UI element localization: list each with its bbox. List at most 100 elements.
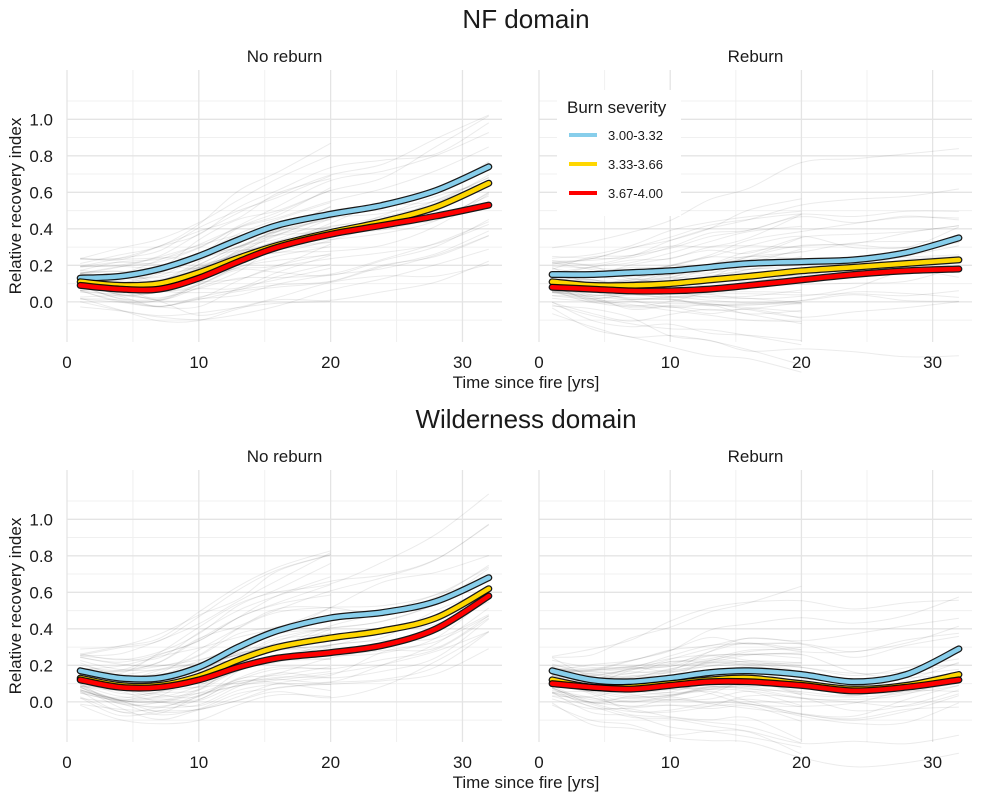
x-tick-label: 10: [661, 753, 680, 772]
background-trajectory: [552, 297, 802, 307]
background-trajectory: [552, 295, 802, 315]
gridlines: [66, 70, 502, 342]
background-trajectory: [80, 230, 489, 307]
background-trajectory: [80, 615, 490, 704]
background-trajectory: [552, 655, 802, 677]
background-trajectory: [552, 653, 802, 673]
background-trajectory: [80, 122, 490, 261]
background-trajectory: [80, 114, 490, 267]
background-trajectory: [80, 254, 331, 303]
y-tick-label: 0.0: [29, 693, 53, 712]
background-trajectory: [80, 631, 489, 701]
y-tick-label: 0.4: [29, 220, 53, 239]
background-trajectory: [80, 671, 331, 709]
y-tick-label: 0.8: [29, 147, 53, 166]
background-trajectory: [552, 659, 802, 679]
background-trajectory: [79, 648, 490, 720]
background-trajectory: [551, 687, 802, 707]
background-trajectory: [80, 667, 331, 704]
x-tick-label: 10: [189, 753, 208, 772]
panel-0: No reburn 0 10 20 30 0.0 0.2 0.4 0.6 0.8 1.0: [29, 447, 502, 772]
chart-1: Wilderness domain Relative recovery index…: [6, 404, 972, 792]
background-trajectory: [551, 283, 959, 299]
background-trajectory: [552, 291, 802, 313]
background-trajectory: [552, 245, 802, 274]
background-trajectory: [551, 225, 802, 277]
background-trajectory: [552, 652, 802, 675]
background-trajectory: [552, 690, 960, 721]
facet-title: No reburn: [247, 47, 323, 66]
legend-title: Burn severity: [567, 98, 667, 117]
chart-title: Wilderness domain: [415, 404, 636, 434]
background-trajectory: [552, 684, 959, 720]
series-line-3.33-3.66: [549, 257, 962, 288]
background-trajectory: [80, 594, 331, 674]
background-trajectory: [551, 313, 802, 366]
background-trajectory: [80, 142, 331, 264]
x-tick-label: 30: [923, 353, 942, 372]
background-trajectory: [80, 219, 331, 282]
background-trajectory: [80, 260, 489, 323]
series-lines: [548, 645, 963, 695]
background-trajectory: [80, 235, 489, 307]
background-trajectory: [80, 146, 490, 275]
background-trajectory: [80, 235, 489, 308]
background-trajectory: [551, 301, 802, 342]
background-trajectory: [80, 218, 331, 285]
background-trajectory: [80, 576, 331, 671]
background-trajectory: [552, 292, 802, 311]
x-axis-title: Time since fire [yrs]: [453, 773, 600, 792]
background-trajectory: [551, 637, 802, 679]
legend-label: 3.00-3.32: [608, 128, 663, 143]
series-line-3.00-3.32: [77, 164, 492, 281]
background-trajectory: [552, 692, 802, 708]
series-lines: [548, 234, 963, 295]
background-trajectory: [551, 302, 802, 325]
x-tick-label: 0: [62, 753, 71, 772]
y-tick-label: 0.6: [29, 183, 53, 202]
x-tick-label: 20: [321, 353, 340, 372]
background-trajectory: [551, 704, 959, 768]
background-trajectory: [80, 607, 490, 716]
series-line-3.67-4.00: [549, 266, 962, 294]
background-trajectory: [80, 683, 331, 707]
background-trajectory: [80, 554, 331, 650]
facet-title: No reburn: [247, 447, 323, 466]
legend: Burn severity 3.00-3.32 3.33-3.66 3.67-4.00: [557, 90, 681, 216]
background-trajectory: [551, 625, 960, 683]
x-tick-label: 0: [62, 353, 71, 372]
background-trajectory: [551, 691, 802, 748]
background-trajectory: [552, 684, 959, 707]
panel-0: No reburn 0 10 20 30 0.0 0.2 0.4 0.6 0.8 1.0: [29, 47, 502, 372]
background-trajectory: [80, 248, 489, 321]
y-tick-label: 0.0: [29, 293, 53, 312]
x-tick-label: 0: [534, 353, 543, 372]
series-line-3.67-4.00: [77, 593, 492, 691]
series-line-3.67-4.00: [549, 677, 962, 694]
background-trajectory: [551, 685, 960, 726]
facet-title: Reburn: [728, 47, 784, 66]
background-trajectory: [80, 666, 331, 702]
x-tick-label: 30: [453, 753, 472, 772]
background-trajectory: [552, 652, 959, 679]
background-trajectory: [552, 617, 959, 672]
background-trajectory: [80, 205, 331, 269]
background-trajectory: [552, 599, 959, 657]
x-tick-label: 30: [453, 353, 472, 372]
background-trajectory: [80, 154, 331, 260]
background-trajectory: [80, 550, 331, 655]
background-trajectory: [551, 214, 802, 270]
y-axis-title: Relative recovery index: [6, 117, 25, 294]
background-trajectory: [551, 661, 802, 680]
panel-1: Reburn 0 10 20 30: [534, 47, 972, 373]
background-trajectory: [80, 617, 490, 708]
y-tick-label: 0.2: [29, 656, 53, 675]
background-trajectory: [552, 658, 959, 679]
background-trajectory: [552, 635, 959, 670]
background-trajectory: [80, 301, 331, 317]
background-trajectory: [551, 682, 802, 704]
background-trajectory: [80, 552, 331, 657]
background-trajectory: [552, 585, 802, 658]
background-trajectories: [551, 585, 960, 768]
